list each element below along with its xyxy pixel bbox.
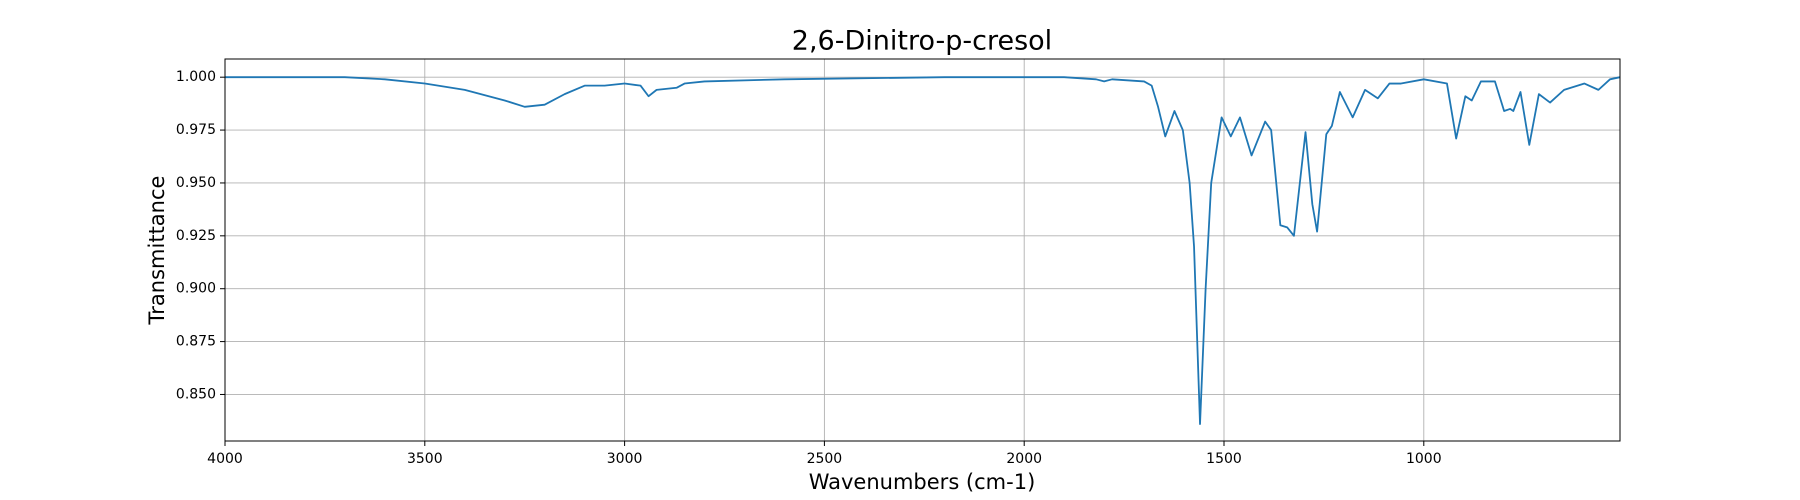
x-tick-label: 4000 xyxy=(207,451,243,467)
y-axis-label: Transmittance xyxy=(145,176,169,326)
x-tick-label: 1500 xyxy=(1206,451,1242,467)
x-tick-label: 2500 xyxy=(807,451,843,467)
x-tick-label: 3000 xyxy=(607,451,643,467)
x-tick-label: 1000 xyxy=(1406,451,1442,467)
chart-title: 2,6-Dinitro-p-cresol xyxy=(792,26,1052,57)
plot-frame xyxy=(224,58,1621,442)
y-tick-label: 0.900 xyxy=(176,281,216,297)
y-tick-label: 0.875 xyxy=(176,334,216,350)
y-tick-label: 0.950 xyxy=(176,175,216,191)
y-tick-label: 0.850 xyxy=(176,386,216,402)
y-tick-label: 0.975 xyxy=(176,122,216,138)
y-tick-label: 0.925 xyxy=(176,228,216,244)
x-tick-label: 2000 xyxy=(1006,451,1042,467)
x-axis-label: Wavenumbers (cm-1) xyxy=(809,470,1036,494)
x-tick-label: 3500 xyxy=(407,451,443,467)
y-tick-label: 1.000 xyxy=(176,69,216,85)
spectrum-line xyxy=(225,76,1621,425)
